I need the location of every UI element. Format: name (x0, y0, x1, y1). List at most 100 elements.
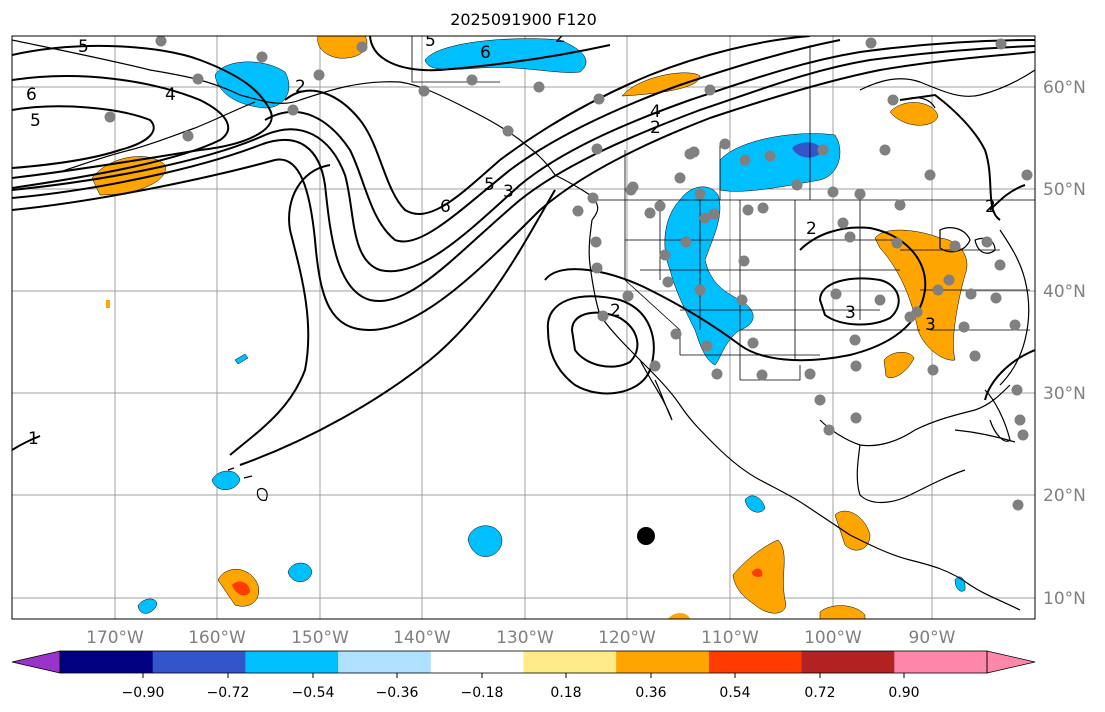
colorbar-extend-min (11, 650, 61, 674)
colorbar-extend-max (986, 650, 1036, 674)
colorbar-bin (245, 651, 339, 673)
station-dot (865, 37, 877, 49)
contour-label: 6 (440, 197, 451, 217)
colorbar-bin (152, 651, 246, 673)
station-dot (756, 369, 768, 381)
station-dot (894, 199, 906, 211)
station-dot (924, 169, 936, 181)
station-dot (844, 231, 856, 243)
colorbar-bin (708, 651, 803, 673)
anomaly-shading (91, 36, 968, 619)
colorbar-tick-label: 0.18 (550, 685, 581, 701)
station-dot (837, 217, 849, 229)
station-dot (670, 328, 682, 340)
station-dot (943, 274, 955, 286)
station-dot (597, 310, 609, 322)
station-dot (356, 41, 368, 53)
colorbar-bin (801, 651, 895, 673)
station-dot (627, 181, 639, 193)
station-dot (711, 368, 723, 380)
station-dot (736, 294, 748, 306)
contour-label: 5 (30, 111, 41, 131)
station-dot (654, 200, 666, 212)
station-dot (591, 262, 603, 274)
station-dot (1014, 414, 1026, 426)
contour-label: 2 (555, 27, 566, 47)
contour-lines (12, 36, 1035, 466)
station-dot (849, 334, 861, 346)
longitude-label: 160°W (188, 628, 246, 648)
plot-area (12, 36, 1035, 619)
station-dot (949, 240, 961, 252)
station-dot (662, 276, 674, 288)
station-dot (1017, 429, 1029, 441)
contour-label: 4 (165, 85, 176, 105)
contour-label: 3 (503, 182, 514, 202)
station-dot (418, 85, 430, 97)
colorbar-tick-label: −0.72 (207, 685, 250, 701)
station-dot (738, 255, 750, 267)
station-dot (823, 424, 835, 436)
station-dot (827, 186, 839, 198)
latitude-label: 60°N (1043, 78, 1086, 98)
station-dot (590, 236, 602, 248)
station-dot (874, 294, 886, 306)
station-dot (742, 204, 754, 216)
station-dot (649, 360, 661, 372)
station-dot (694, 188, 706, 200)
longitude-labels: 170°W 160°W 150°W 140°W 130°W 120°W 110°W 100°W… (86, 628, 956, 648)
station-dot (1012, 499, 1024, 511)
station-dot (850, 412, 862, 424)
station-dot (313, 69, 325, 81)
latitude-label: 40°N (1043, 282, 1086, 302)
colorbar-tick-label: 0.72 (804, 685, 835, 701)
station-dot (704, 84, 716, 96)
colorbar-bin (894, 651, 988, 673)
station-dot (764, 150, 776, 162)
colorbar-bin (60, 651, 154, 673)
station-dot (817, 144, 829, 156)
station-markers (104, 36, 1033, 511)
latitude-label: 50°N (1043, 180, 1086, 200)
station-dot (981, 236, 993, 248)
station-dot (995, 38, 1007, 50)
contour-label: 2 (806, 219, 817, 239)
plot-border (11, 35, 1036, 620)
station-dot (994, 259, 1006, 271)
station-dot (182, 130, 194, 142)
station-dot (1011, 384, 1023, 396)
station-dot (757, 202, 769, 214)
longitude-label: 90°W (909, 628, 956, 648)
latitude-label: 20°N (1043, 486, 1086, 506)
station-dot (1021, 169, 1033, 181)
station-dot (932, 284, 944, 296)
contour-label: 3 (925, 315, 936, 335)
station-dot (591, 143, 603, 155)
longitude-label: 120°W (598, 628, 656, 648)
colorbar: −0.90 −0.72 −0.54 −0.36 −0.18 0.18 0.36 0.54 0.7… (11, 650, 1036, 701)
station-dot (644, 207, 656, 219)
station-dot (854, 188, 866, 200)
longitude-label: 100°W (804, 628, 862, 648)
longitude-label: 150°W (291, 628, 349, 648)
station-dot (192, 73, 204, 85)
latitude-label: 30°N (1043, 384, 1086, 404)
station-dot (791, 179, 803, 191)
station-dot (887, 94, 899, 106)
station-dot (911, 306, 923, 318)
station-dot (622, 290, 634, 302)
station-dot (965, 288, 977, 300)
station-dot (287, 104, 299, 116)
station-dot (593, 93, 605, 105)
station-dot (688, 146, 700, 158)
contour-label: 1 (28, 429, 39, 449)
station-dot (891, 237, 903, 249)
longitude-label: 130°W (496, 628, 554, 648)
colorbar-bin (616, 651, 710, 673)
station-dot (990, 292, 1002, 304)
contour-label: 5 (78, 37, 89, 57)
colorbar-bin (430, 651, 524, 673)
map-title: 2025091900 F120 (450, 10, 597, 29)
colorbar-bin (523, 651, 617, 673)
